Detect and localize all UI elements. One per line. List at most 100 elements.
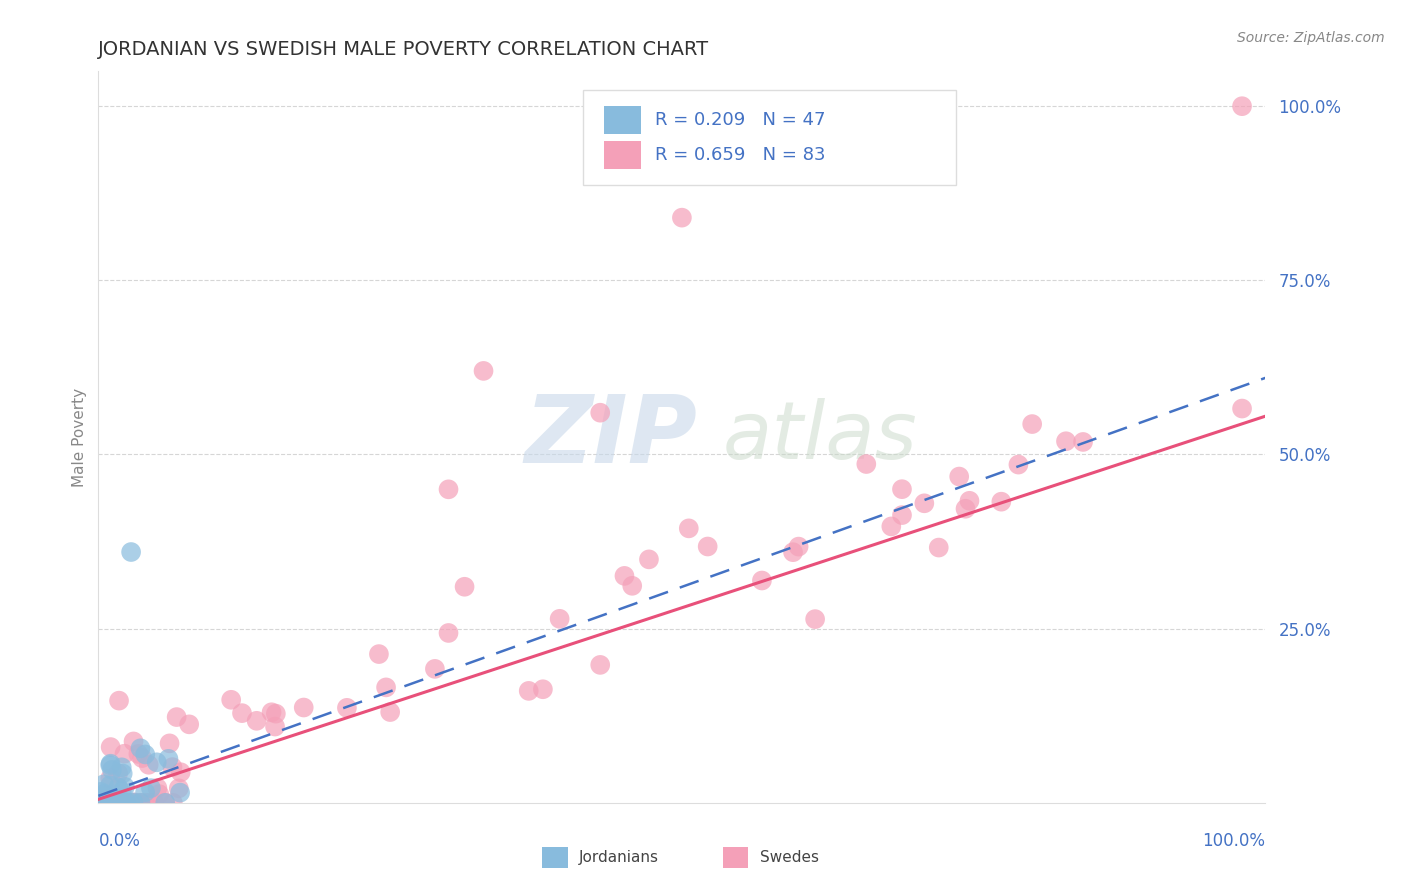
Point bbox=[89, 796, 111, 810]
Point bbox=[100, 796, 122, 810]
Point bbox=[472, 364, 495, 378]
Point bbox=[122, 734, 145, 748]
Point bbox=[114, 747, 136, 761]
Point bbox=[111, 760, 134, 774]
Bar bbox=[603, 141, 641, 169]
Text: 100.0%: 100.0% bbox=[1202, 832, 1265, 850]
Point bbox=[124, 796, 146, 810]
Point bbox=[139, 781, 162, 796]
Point bbox=[91, 789, 114, 804]
Point bbox=[96, 796, 118, 810]
Point bbox=[98, 772, 121, 786]
Point bbox=[231, 706, 253, 720]
Point bbox=[122, 796, 145, 810]
Point bbox=[94, 789, 117, 803]
Point bbox=[1007, 458, 1029, 472]
Point bbox=[146, 780, 169, 795]
Point bbox=[114, 780, 136, 794]
Point bbox=[891, 508, 914, 522]
Point bbox=[1071, 434, 1094, 449]
Point bbox=[368, 647, 391, 661]
Point bbox=[1230, 401, 1253, 416]
Point bbox=[855, 457, 877, 471]
Point bbox=[880, 519, 903, 533]
Point bbox=[148, 787, 170, 801]
Text: atlas: atlas bbox=[723, 398, 918, 476]
Point bbox=[167, 781, 190, 796]
Point bbox=[100, 796, 122, 810]
Point bbox=[129, 741, 152, 756]
Point bbox=[453, 580, 475, 594]
Point bbox=[112, 796, 135, 810]
Point bbox=[1021, 417, 1043, 431]
Point bbox=[120, 545, 142, 559]
Point bbox=[219, 693, 242, 707]
Point bbox=[264, 706, 287, 721]
Point bbox=[111, 766, 134, 780]
Point bbox=[100, 740, 122, 755]
Point bbox=[134, 785, 156, 799]
Point bbox=[127, 747, 149, 761]
Point bbox=[437, 626, 460, 640]
Point bbox=[143, 796, 166, 810]
Point bbox=[129, 796, 152, 810]
Point bbox=[91, 796, 114, 810]
Point bbox=[94, 796, 117, 810]
Point bbox=[111, 785, 134, 799]
Point bbox=[112, 796, 135, 810]
Point bbox=[121, 796, 143, 810]
Point bbox=[804, 612, 827, 626]
Text: 0.0%: 0.0% bbox=[98, 832, 141, 850]
Point bbox=[110, 796, 132, 810]
Point bbox=[93, 787, 115, 801]
Point bbox=[103, 790, 125, 805]
Point bbox=[108, 693, 131, 707]
Point bbox=[107, 780, 129, 795]
Point bbox=[336, 701, 359, 715]
Point bbox=[169, 786, 191, 800]
Point bbox=[246, 714, 269, 728]
Point bbox=[589, 657, 612, 672]
Point bbox=[96, 796, 118, 810]
Point bbox=[107, 766, 129, 780]
Point bbox=[155, 796, 177, 810]
Point bbox=[96, 796, 118, 810]
Point bbox=[548, 612, 571, 626]
Point bbox=[292, 700, 315, 714]
Point bbox=[98, 796, 121, 810]
Point bbox=[115, 796, 138, 810]
Point bbox=[89, 796, 111, 810]
Point bbox=[87, 796, 110, 810]
Point bbox=[678, 521, 700, 535]
Point bbox=[948, 469, 970, 483]
Point bbox=[696, 540, 718, 554]
Point bbox=[87, 790, 110, 805]
Point bbox=[166, 710, 188, 724]
Point bbox=[90, 785, 112, 799]
Point bbox=[959, 493, 981, 508]
Point bbox=[134, 747, 156, 762]
Point bbox=[787, 540, 810, 554]
Point bbox=[912, 496, 935, 510]
Point bbox=[131, 751, 153, 765]
FancyBboxPatch shape bbox=[582, 90, 956, 185]
Text: Source: ZipAtlas.com: Source: ZipAtlas.com bbox=[1237, 31, 1385, 45]
Point bbox=[146, 756, 169, 770]
Point bbox=[101, 796, 124, 810]
Text: Jordanians: Jordanians bbox=[579, 850, 659, 865]
Point bbox=[157, 752, 180, 766]
Point bbox=[97, 796, 120, 810]
Point bbox=[990, 494, 1012, 508]
Point bbox=[260, 706, 283, 720]
Point bbox=[153, 796, 176, 810]
Text: JORDANIAN VS SWEDISH MALE POVERTY CORRELATION CHART: JORDANIAN VS SWEDISH MALE POVERTY CORREL… bbox=[98, 39, 710, 59]
Bar bbox=[541, 847, 568, 868]
Point bbox=[955, 501, 977, 516]
Point bbox=[110, 796, 132, 810]
Point bbox=[179, 717, 201, 731]
Point bbox=[138, 796, 160, 810]
Point bbox=[138, 757, 160, 772]
Point bbox=[751, 574, 773, 588]
Point bbox=[117, 796, 139, 810]
Point bbox=[91, 796, 114, 810]
